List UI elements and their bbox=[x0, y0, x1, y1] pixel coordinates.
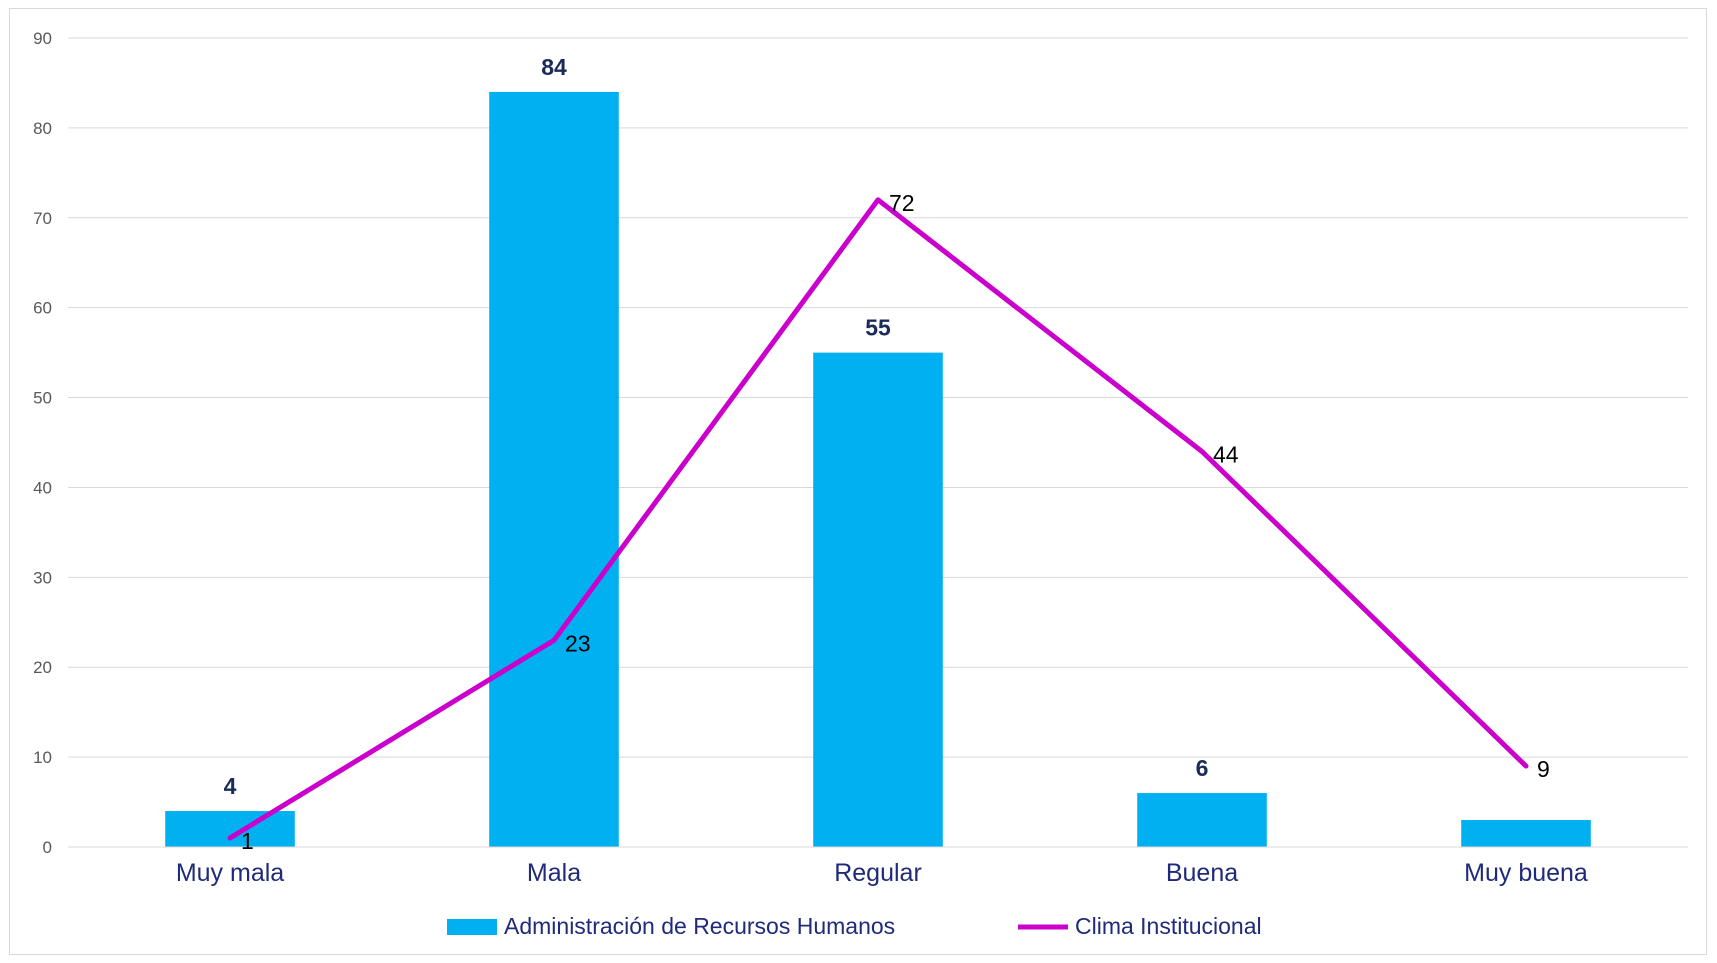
y-tick-label: 60 bbox=[33, 299, 52, 318]
line-data-label: 9 bbox=[1537, 756, 1550, 782]
bar bbox=[1137, 793, 1267, 847]
y-tick-label: 10 bbox=[33, 748, 52, 767]
x-tick-label: Muy mala bbox=[176, 859, 284, 887]
y-tick-label: 90 bbox=[33, 29, 52, 48]
y-tick-label: 50 bbox=[33, 389, 52, 408]
bar-data-labels: 4 84 55 6 bbox=[224, 54, 1209, 799]
y-tick-label: 70 bbox=[33, 209, 52, 228]
y-axis-ticks: 0 10 20 30 40 50 60 70 80 90 bbox=[33, 29, 52, 857]
x-tick-label: Muy buena bbox=[1464, 859, 1588, 887]
bar-series bbox=[165, 91, 1591, 847]
gridlines bbox=[68, 37, 1688, 758]
x-tick-label: Mala bbox=[527, 859, 581, 887]
line-series bbox=[227, 197, 1529, 841]
clima-line bbox=[227, 197, 1529, 841]
legend-label-line: Clima Institucional bbox=[1075, 913, 1262, 939]
bar-data-label: 84 bbox=[541, 54, 567, 80]
line-data-labels: 1 23 72 44 9 bbox=[241, 190, 1550, 854]
bar-data-label: 4 bbox=[224, 773, 237, 799]
y-tick-label: 30 bbox=[33, 568, 52, 587]
y-tick-label: 0 bbox=[43, 838, 52, 857]
x-tick-label: Regular bbox=[834, 859, 922, 887]
y-tick-label: 20 bbox=[33, 658, 52, 677]
y-tick-label: 80 bbox=[33, 119, 52, 138]
x-axis-ticks: Muy mala Mala Regular Buena Muy buena bbox=[176, 859, 1588, 887]
bar bbox=[165, 811, 295, 847]
line-data-label: 72 bbox=[889, 190, 915, 216]
legend-swatch-bar bbox=[447, 919, 497, 935]
line-data-label: 1 bbox=[241, 828, 254, 854]
y-tick-label: 40 bbox=[33, 478, 52, 497]
line-data-label: 23 bbox=[565, 630, 591, 656]
legend: Administración de Recursos Humanos Clima… bbox=[447, 913, 1262, 939]
bar bbox=[1461, 820, 1591, 847]
legend-label-bar: Administración de Recursos Humanos bbox=[504, 913, 895, 939]
bar-data-label: 6 bbox=[1196, 755, 1209, 781]
bar bbox=[489, 91, 619, 847]
bar-data-label: 55 bbox=[865, 315, 891, 341]
line-data-label: 44 bbox=[1213, 441, 1239, 467]
bar bbox=[813, 352, 943, 847]
x-tick-label: Buena bbox=[1166, 859, 1238, 887]
